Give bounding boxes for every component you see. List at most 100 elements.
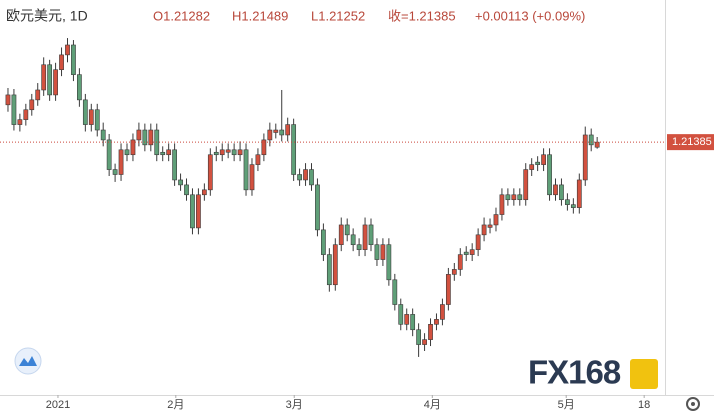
candle-body bbox=[588, 134, 594, 146]
candle-body bbox=[11, 94, 17, 125]
candle-body bbox=[553, 184, 558, 196]
close-value: 收=1.21385 bbox=[388, 8, 456, 23]
candle-body bbox=[303, 169, 308, 181]
candle-body bbox=[422, 339, 427, 345]
candle-body bbox=[285, 124, 291, 136]
candle-body bbox=[5, 94, 11, 106]
candle-body bbox=[291, 124, 297, 175]
candle-body bbox=[315, 184, 320, 231]
candle-body bbox=[118, 149, 124, 175]
candle-body bbox=[106, 139, 112, 170]
candle-body bbox=[469, 249, 475, 255]
candle-body bbox=[511, 194, 517, 201]
candle-body bbox=[338, 224, 344, 246]
candle-body bbox=[404, 314, 410, 325]
candle-body bbox=[541, 154, 546, 165]
x-tick-label: 2月 bbox=[167, 399, 184, 411]
cloud-icon bbox=[14, 347, 42, 375]
candle-body bbox=[190, 194, 195, 229]
candle-body bbox=[23, 109, 29, 120]
candle-body bbox=[326, 254, 332, 286]
candle-body bbox=[362, 224, 368, 250]
candle-body bbox=[142, 129, 148, 146]
candle-body bbox=[29, 99, 35, 111]
candle-body bbox=[279, 129, 285, 136]
candle-body bbox=[374, 244, 380, 260]
high-value: H1.21489 bbox=[232, 8, 288, 23]
candle-body bbox=[576, 179, 582, 208]
candle-body bbox=[100, 129, 106, 141]
candle-body bbox=[344, 224, 350, 236]
candle-body bbox=[88, 109, 94, 125]
candle-body bbox=[529, 164, 535, 170]
x-tick-label: 2021 bbox=[46, 399, 70, 411]
candle-body bbox=[451, 269, 457, 275]
candle-body bbox=[547, 154, 552, 196]
candle-body bbox=[77, 74, 82, 101]
candle-body bbox=[35, 89, 41, 101]
candle-body bbox=[380, 244, 386, 260]
candle-body bbox=[82, 99, 88, 125]
candle-body bbox=[594, 141, 600, 148]
last-price-label: 1.21385 bbox=[672, 136, 712, 148]
candle-body bbox=[47, 64, 53, 96]
candle-body bbox=[445, 274, 451, 305]
candle-body bbox=[487, 224, 493, 228]
candle-body bbox=[17, 119, 23, 125]
candle-body bbox=[440, 304, 445, 320]
candle-body bbox=[398, 304, 404, 325]
candle-body bbox=[94, 109, 100, 131]
candle-body bbox=[434, 319, 439, 325]
candle-body bbox=[53, 69, 58, 96]
candle-body bbox=[428, 324, 433, 340]
candle-body bbox=[201, 189, 207, 196]
candle-body bbox=[570, 204, 576, 208]
candle-body bbox=[565, 199, 570, 205]
candle-body bbox=[416, 329, 421, 345]
candle-body bbox=[41, 64, 47, 91]
candle-body bbox=[207, 154, 213, 191]
watermark: FX168 bbox=[528, 354, 621, 391]
candle-body bbox=[65, 44, 70, 56]
candle-body bbox=[505, 194, 511, 201]
change-value: +0.00113 (+0.09%) bbox=[475, 8, 585, 23]
low-value: L1.21252 bbox=[311, 8, 365, 23]
candle-body bbox=[59, 54, 64, 71]
x-tick-label: 5月 bbox=[558, 399, 575, 411]
candle-body bbox=[392, 279, 398, 305]
candle-body bbox=[124, 149, 130, 156]
candle-body bbox=[535, 161, 541, 165]
plot-area bbox=[5, 38, 600, 357]
candle-body bbox=[231, 149, 237, 156]
candle-body bbox=[160, 151, 166, 156]
candle-body bbox=[368, 224, 374, 246]
candle-body bbox=[261, 139, 267, 156]
candle-body bbox=[332, 244, 338, 286]
candle-body bbox=[475, 234, 481, 250]
candle-body bbox=[178, 179, 183, 186]
candle-body bbox=[255, 154, 261, 165]
x-tick-label: 4月 bbox=[424, 399, 441, 411]
candle-body bbox=[130, 139, 136, 156]
candle-body bbox=[356, 244, 362, 250]
candle-body bbox=[410, 314, 416, 331]
settings-icon[interactable] bbox=[686, 397, 700, 411]
candle-body bbox=[243, 149, 249, 191]
logo bbox=[630, 359, 658, 389]
candle-body bbox=[166, 149, 172, 156]
candle-body bbox=[148, 129, 154, 146]
candle-body bbox=[309, 169, 314, 186]
candle-body bbox=[493, 214, 499, 226]
candle-body bbox=[237, 149, 243, 156]
candle-body bbox=[523, 169, 529, 201]
candle-body bbox=[196, 194, 201, 229]
candle-body bbox=[499, 194, 505, 215]
candle-body bbox=[582, 134, 588, 181]
candle-body bbox=[350, 234, 356, 246]
last-price-box bbox=[667, 134, 714, 151]
x-tick-label: 18 bbox=[638, 399, 650, 411]
candle-body bbox=[249, 164, 255, 191]
open-value: O1.21282 bbox=[153, 8, 210, 23]
